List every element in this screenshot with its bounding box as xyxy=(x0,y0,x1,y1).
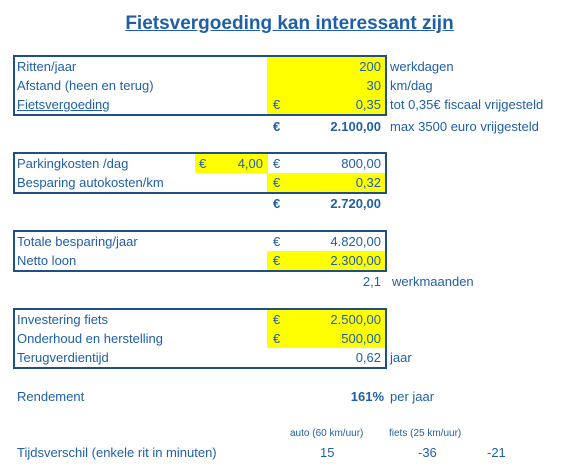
return-value: 161% xyxy=(350,389,384,404)
euro-symbol: € xyxy=(273,156,281,171)
euro-symbol: € xyxy=(273,175,281,190)
distance-label: Afstand (heen en terug) xyxy=(17,78,154,93)
section-savings-box xyxy=(13,230,387,272)
trips-input-highlight xyxy=(267,57,385,114)
rides-unit: werkdagen xyxy=(390,59,454,74)
maintenance-label: Onderhoud en herstelling xyxy=(17,331,163,346)
parking-per-day-value[interactable]: 4,00 xyxy=(237,156,263,171)
bike-allowance-value[interactable]: 0,35 xyxy=(355,97,381,112)
auto-time-value: 15 xyxy=(320,445,335,460)
bike-allowance-link[interactable]: Fietsvergoeding xyxy=(17,97,110,112)
bike-time-value: -36 xyxy=(418,445,437,460)
maintenance-value[interactable]: 500,00 xyxy=(341,331,381,346)
rides-value[interactable]: 200 xyxy=(359,59,381,74)
return-unit: per jaar xyxy=(390,389,435,404)
payback-unit: jaar xyxy=(390,350,412,365)
euro-symbol: € xyxy=(199,156,207,171)
payback-label: Terugverdientijd xyxy=(17,350,109,365)
allowance-total-value: 2.100,00 xyxy=(330,119,381,134)
euro-symbol: € xyxy=(273,196,281,211)
total-savings-value: 4.820,00 xyxy=(330,234,381,249)
net-salary-value[interactable]: 2.300,00 xyxy=(330,253,381,268)
bike-investment-value[interactable]: 2.500,00 xyxy=(330,312,381,327)
carcost-label: Besparing autokosten/km xyxy=(17,175,164,190)
return-label: Rendement xyxy=(17,389,85,404)
euro-symbol: € xyxy=(273,253,281,268)
distance-unit: km/dag xyxy=(390,78,433,93)
euro-symbol: € xyxy=(273,331,281,346)
euro-symbol: € xyxy=(273,97,281,112)
auto-speed-header: auto (60 km/uur) xyxy=(290,428,364,439)
section-investment-box xyxy=(13,308,387,369)
net-salary-label: Netto loon xyxy=(17,253,77,268)
bike-investment-label: Investering fiets xyxy=(17,312,109,327)
page-title: Fietsvergoeding kan interessant zijn xyxy=(125,13,454,34)
euro-symbol: € xyxy=(273,312,281,327)
total-savings-label: Totale besparing/jaar xyxy=(17,234,138,249)
carcost-value[interactable]: 0,32 xyxy=(355,175,381,190)
costs-total-value: 2.720,00 xyxy=(330,196,381,211)
work-months-value: 2,1 xyxy=(362,274,381,289)
section-costs-box xyxy=(13,152,387,194)
distance-value[interactable]: 30 xyxy=(366,78,381,93)
work-months-unit: werkmaanden xyxy=(392,274,474,289)
investment-input-highlight xyxy=(267,310,385,348)
parking-year-value: 800,00 xyxy=(341,156,381,171)
euro-symbol: € xyxy=(273,234,281,249)
parking-label: Parkingkosten /dag xyxy=(17,156,129,171)
time-difference-label: Tijdsverschil (enkele rit in minuten) xyxy=(17,445,217,460)
bike-allowance-unit: tot 0,35€ fiscaal vrijgesteld xyxy=(390,97,544,112)
euro-symbol: € xyxy=(273,119,281,134)
bike-speed-header: fiets (25 km/uur) xyxy=(389,428,462,439)
rides-label: Ritten/jaar xyxy=(17,59,77,74)
allowance-total-note: max 3500 euro vrijgesteld xyxy=(390,119,539,134)
payback-value: 0,62 xyxy=(355,350,381,365)
time-difference-value: -21 xyxy=(487,445,506,460)
section-trips-box xyxy=(13,55,387,116)
salary-input-highlight xyxy=(267,251,385,270)
parking-input-highlight xyxy=(195,154,268,173)
carcost-input-highlight xyxy=(267,173,385,192)
